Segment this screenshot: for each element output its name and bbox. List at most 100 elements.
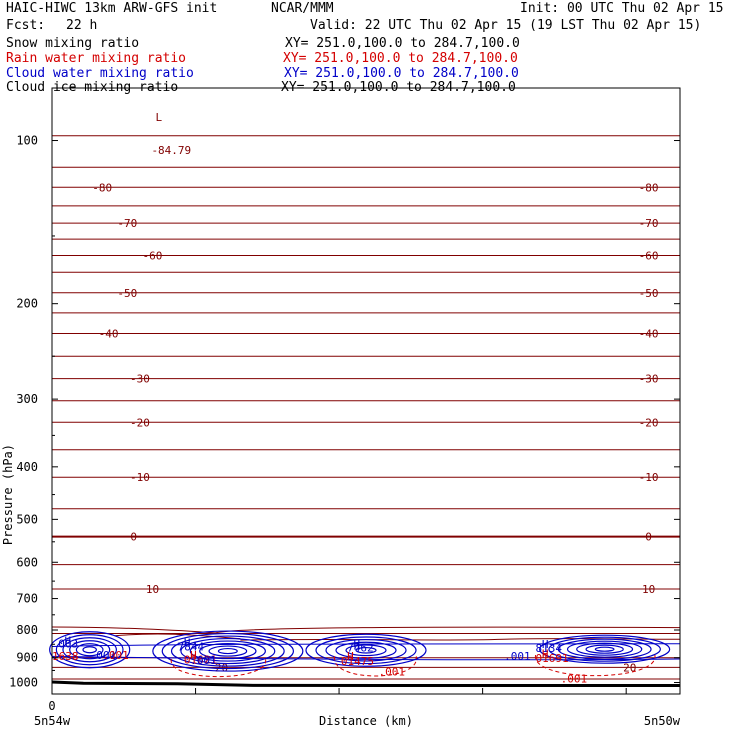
cloud-max-value: 003 — [58, 638, 78, 651]
cloud-contour — [180, 637, 276, 665]
isotherm-label: -10 — [639, 471, 659, 484]
isotherm-label: -50 — [117, 287, 137, 300]
cloud-contour-label: .001 — [504, 650, 531, 663]
cloud-contour — [208, 645, 248, 657]
isotherm-line — [51, 588, 681, 590]
field-rain-name: Rain water mixing ratio — [6, 51, 187, 66]
field-snow-name: Snow mixing ratio — [6, 36, 140, 51]
cloud-max-value: 7844 — [178, 640, 205, 653]
isotherm-line — [51, 135, 681, 137]
rain-contour — [535, 654, 656, 677]
rain-max-value: 01621 — [184, 653, 217, 666]
cloud-contour — [161, 632, 295, 670]
y-tick-label: 800 — [16, 623, 38, 637]
y-tick-label: 300 — [16, 392, 38, 406]
fcst-value: 22 h — [66, 18, 98, 33]
isotherm-label: -10 — [130, 471, 150, 484]
isotherm-line — [51, 186, 681, 189]
cloud-contour-label: .001 — [190, 654, 217, 667]
rain-contour-label: .001 — [561, 673, 588, 686]
field-rain-xy: XY= 251.0,100.0 to 284.7,100.0 — [283, 51, 518, 66]
isotherm-line — [51, 678, 681, 680]
isotherm-line — [114, 633, 241, 640]
init-time: Init: 00 UTC Thu 02 Apr 15 — [520, 1, 724, 16]
cloud-contour — [566, 640, 643, 658]
cloud-contour — [335, 641, 397, 659]
cloud-contour — [548, 636, 661, 662]
field-cloud-xy: XY= 251.0,100.0 to 284.7,100.0 — [284, 66, 519, 81]
isotherm-line — [51, 508, 681, 510]
cloud-max-symbol: H — [353, 638, 360, 651]
model-title: HAIC-HIWC 13km ARW-GFS init — [6, 1, 218, 16]
rain-max-value: 01691 — [536, 652, 569, 665]
isotherm-line — [51, 254, 681, 257]
cloud-contour — [217, 647, 238, 655]
isotherm-label: -80 — [92, 181, 112, 194]
isotherm-label: 0 — [130, 531, 137, 544]
isotherm-label: -70 — [117, 217, 137, 230]
cloud-contour — [82, 646, 97, 654]
plot-frame — [51, 87, 681, 695]
org-label: NCAR/MMM — [271, 1, 334, 16]
isotherm-label: -20 — [130, 416, 150, 429]
terrain-line — [51, 680, 680, 688]
rain-max-symbol: H — [190, 649, 197, 662]
rain-max-symbol: H — [347, 650, 354, 663]
isotherm-line — [51, 332, 681, 335]
isotherm-line — [51, 476, 681, 478]
isotherm-label: 20 — [623, 661, 636, 674]
rain-contour — [334, 656, 417, 677]
isotherm-line — [51, 535, 681, 538]
field-snow-xy: XY= 251.0,100.0 to 284.7,100.0 — [285, 36, 520, 51]
cloud-contour — [594, 646, 615, 652]
cloud-contour — [539, 634, 671, 664]
isotherm-line — [51, 166, 681, 168]
cloud-contour — [189, 640, 266, 662]
isotherm-line — [51, 449, 681, 451]
cloud-contour — [345, 644, 387, 657]
isotherm-line — [51, 399, 681, 402]
cloud-contour — [69, 640, 111, 660]
isotherm-line — [51, 421, 681, 424]
right-endpoint-label: 5n50w — [644, 714, 681, 728]
y-tick-label: 1000 — [9, 676, 38, 690]
cloud-max-value: 7462 — [347, 641, 374, 654]
rain-max-value: 01475 — [341, 655, 374, 668]
valid-time: Valid: 22 UTC Thu 02 Apr 15 (19 LST Thu … — [310, 18, 702, 33]
field-cloud-name: Cloud water mixing ratio — [6, 66, 194, 81]
isotherm-line — [51, 222, 681, 224]
fcst-label: Fcst: — [6, 18, 46, 33]
cloud-contour — [51, 643, 681, 647]
y-tick-label: 900 — [16, 651, 38, 665]
cloud-contour-label: .001 — [90, 649, 117, 662]
cloud-max-symbol: H — [184, 636, 191, 649]
isotherm-label: -60 — [143, 250, 163, 263]
isotherm-label: 10 — [642, 583, 655, 596]
low-marker-value: -84.79 — [151, 144, 191, 157]
cloud-contour — [55, 634, 124, 666]
rain-max-symbol: H — [542, 648, 549, 661]
isotherm-label: 0 — [645, 531, 652, 544]
low-marker-symbol: L — [155, 111, 162, 124]
cloud-contour — [51, 655, 681, 661]
isotherm-label: -50 — [639, 287, 659, 300]
isotherm-line — [51, 271, 681, 273]
isotherm-label: -60 — [639, 250, 659, 263]
isotherm-label: -30 — [130, 373, 150, 386]
isotherm-line — [51, 626, 681, 634]
cloud-contour — [325, 638, 407, 662]
isotherm-line — [51, 355, 681, 357]
cloud-contour — [152, 630, 304, 672]
rain-contour-label: .001 — [379, 665, 406, 678]
cloud-contour — [585, 644, 624, 654]
y-tick-label: 400 — [16, 460, 38, 474]
y-axis-title: Pressure (hPa) — [1, 444, 15, 545]
cloud-max-value: 8134 — [536, 642, 563, 655]
y-tick-label: 100 — [16, 134, 38, 148]
isotherm-label: -30 — [639, 373, 659, 386]
cloud-contour — [62, 637, 117, 663]
x-tick-label: 0 — [48, 699, 55, 713]
isotherm-line — [51, 238, 681, 240]
isotherm-line — [51, 632, 681, 635]
cloud-contour — [170, 635, 285, 667]
